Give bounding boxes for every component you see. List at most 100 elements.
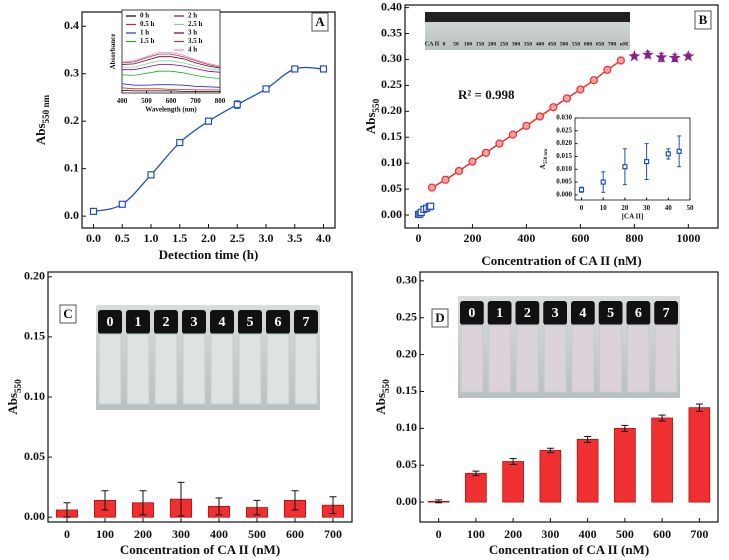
vial-cap [626, 301, 651, 325]
marker [682, 49, 695, 62]
panel-label-box [311, 12, 329, 32]
series-line [121, 56, 221, 69]
y-axis-label: Absorbance [109, 34, 117, 70]
y-axis-label-sub: 550 [13, 379, 23, 393]
x-tick-label: 0 [436, 527, 442, 541]
vial-cap [543, 301, 567, 325]
y-tick-label: 0.2 [64, 113, 79, 127]
photo-label: 450 [548, 41, 557, 47]
panel: 400 500 600 700 800 Wavelength (nm) Absorbance… [109, 9, 226, 114]
photo-label: 100 [464, 41, 473, 47]
y-axis-label-sub: 550 nm [41, 94, 51, 123]
error-bar [101, 490, 109, 511]
legend-label: 2.5 h [188, 20, 203, 28]
x-tick-label: 0.0 [86, 231, 101, 245]
marker [262, 85, 270, 93]
photo-label: 5 [247, 315, 254, 330]
marker [427, 202, 435, 210]
x-axis-label: Concentration of CA II (nM) [481, 253, 641, 268]
photo-label: CA II [425, 41, 440, 47]
vial [460, 324, 484, 393]
marker [576, 85, 585, 94]
marker [641, 48, 654, 60]
marker [562, 94, 571, 103]
vial-cap [294, 310, 318, 334]
x-tick-label: 2.5 [230, 231, 245, 245]
marker [319, 65, 328, 73]
panel-label: A [315, 14, 325, 29]
photo-label: 4 [219, 315, 226, 330]
photo-label: 350 [524, 41, 533, 47]
y-axis-label-main: Abs [363, 112, 378, 134]
photo-label: 500 [560, 41, 569, 47]
legend-label: 4 h [188, 46, 197, 54]
marker [668, 51, 681, 63]
x-tick-label: 200 [463, 231, 481, 245]
x-tick-label: 1000 [676, 231, 700, 245]
photo-label: 5 [607, 306, 614, 321]
y-tick-label: 0.40 [381, 0, 402, 13]
vial-cap [238, 310, 262, 334]
y-axis-label-sub: 550 [381, 379, 391, 393]
x-tick-label: 800 [215, 97, 226, 105]
marker [427, 183, 437, 192]
vial-cap [487, 301, 512, 325]
x-tick-label: 800 [625, 231, 643, 245]
marker [508, 130, 518, 139]
photo-label: 250 [500, 41, 509, 47]
annotation: R² = 0.998 [458, 87, 515, 102]
y-tick-label: 0.20 [396, 346, 417, 360]
panel-label-box [694, 10, 712, 30]
y-tick-label: 0.05 [24, 449, 45, 463]
x-tick-label: 1.0 [144, 231, 159, 245]
vial [126, 333, 150, 405]
marker [616, 56, 625, 65]
marker [589, 76, 598, 85]
x-tick-label: 100 [467, 527, 485, 541]
bar [688, 407, 711, 503]
y-tick-label: 0.15 [381, 129, 402, 143]
marker [481, 148, 491, 157]
vial [238, 333, 262, 405]
bar [539, 450, 562, 503]
x-tick-label: 40 [665, 204, 673, 212]
y-tick-label: 0.030 [556, 114, 572, 122]
photo-label: 700 [608, 41, 617, 47]
y-tick-label: 0.00 [24, 509, 45, 523]
y-tick-label: 0.05 [396, 457, 417, 471]
bar [614, 427, 636, 503]
photo-label: 7 [663, 306, 670, 321]
x-axis-label: Detection time (h) [159, 247, 259, 262]
y-tick-label: 0.05 [381, 181, 402, 195]
photo-label: 200 [488, 41, 497, 47]
photo-label: 1 [135, 315, 142, 330]
y-axis-label: A550 nm [539, 149, 549, 169]
vial-cap [154, 310, 178, 334]
x-tick-label: 300 [172, 527, 190, 541]
y-tick-label: 0.020 [556, 139, 572, 147]
marker [600, 179, 606, 185]
vial [266, 333, 290, 405]
error-bar [621, 424, 629, 432]
vial-cap [571, 301, 595, 325]
plot-frame [574, 117, 691, 201]
y-tick-label: 0.015 [556, 152, 572, 160]
error-bar [472, 470, 480, 477]
x-tick-label: 2.0 [201, 231, 216, 245]
x-tick-label: 0 [580, 204, 584, 212]
marker [676, 148, 682, 154]
y-tick-label: 0.10 [396, 420, 417, 434]
y-axis-label-sub: 550 [371, 98, 381, 112]
legend-label: 1.5 h [140, 37, 155, 45]
marker [454, 166, 464, 176]
marker [522, 121, 531, 130]
photo-label: 650 [596, 41, 605, 47]
photo-label: 3 [191, 315, 198, 330]
y-tick-label: 0.1 [64, 160, 79, 174]
marker [628, 49, 641, 62]
vial [599, 324, 622, 393]
y-tick-label: 0.30 [381, 51, 402, 65]
legend-label: 1 h [140, 29, 149, 37]
x-tick-label: 300 [541, 527, 559, 541]
